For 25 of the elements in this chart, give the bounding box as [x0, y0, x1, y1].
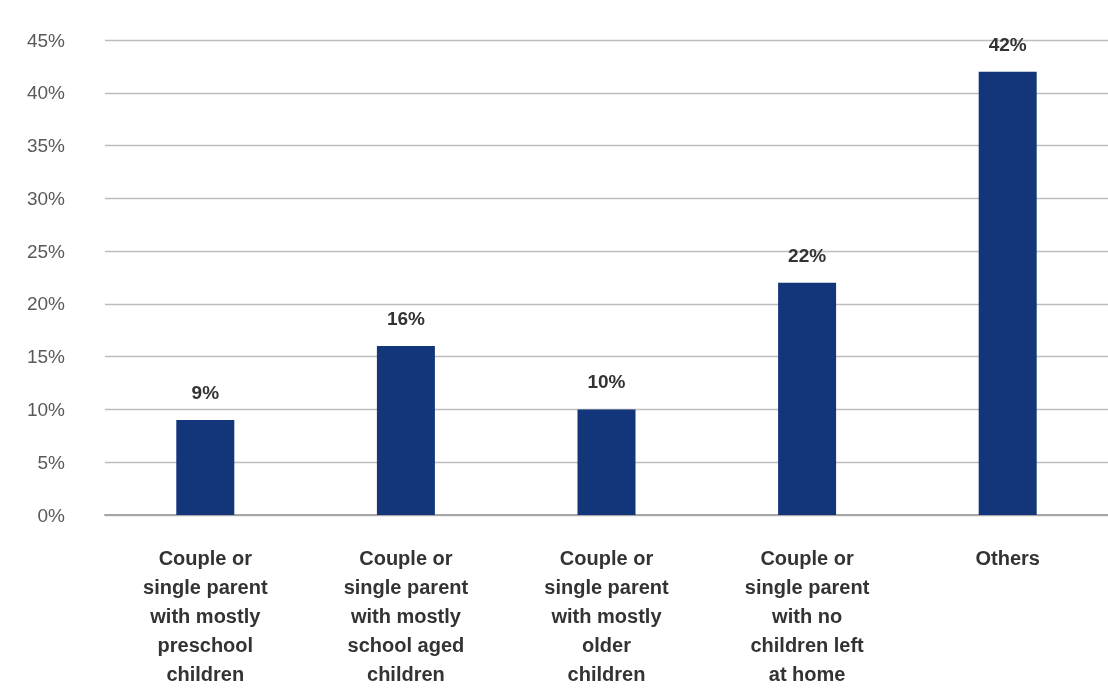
- x-tick-label: Others: [975, 546, 1040, 569]
- y-tick-label: 30%: [26, 187, 66, 209]
- bar: [376, 346, 435, 515]
- bar: [978, 71, 1037, 515]
- y-tick-label: 25%: [26, 240, 66, 262]
- data-label: 10%: [587, 371, 626, 393]
- bar: [176, 420, 235, 515]
- x-tick-label: Couple or single parent with mostly preschool children: [143, 546, 268, 685]
- y-tick-label: 40%: [26, 82, 66, 104]
- y-tick-label: 35%: [26, 135, 66, 157]
- y-tick-label: 10%: [26, 398, 66, 420]
- y-tick-label: 5%: [37, 451, 66, 473]
- data-label: 16%: [386, 308, 426, 330]
- x-tick-label: Couple or single parent with no children left at home: [744, 546, 870, 685]
- x-tick-label: Couple or single parent with mostly school aged children: [343, 546, 469, 685]
- y-tick-label: 0%: [37, 504, 66, 526]
- y-tick-label: 15%: [26, 346, 66, 368]
- data-label: 42%: [988, 33, 1027, 55]
- data-label: 9%: [191, 382, 220, 403]
- x-tick-label: Couple or single parent with mostly older children: [544, 546, 670, 685]
- bar: [577, 409, 636, 515]
- bar: [778, 282, 837, 515]
- y-tick-label: 20%: [26, 293, 66, 315]
- data-label: 22%: [788, 244, 827, 266]
- y-tick-label: 45%: [26, 29, 66, 51]
